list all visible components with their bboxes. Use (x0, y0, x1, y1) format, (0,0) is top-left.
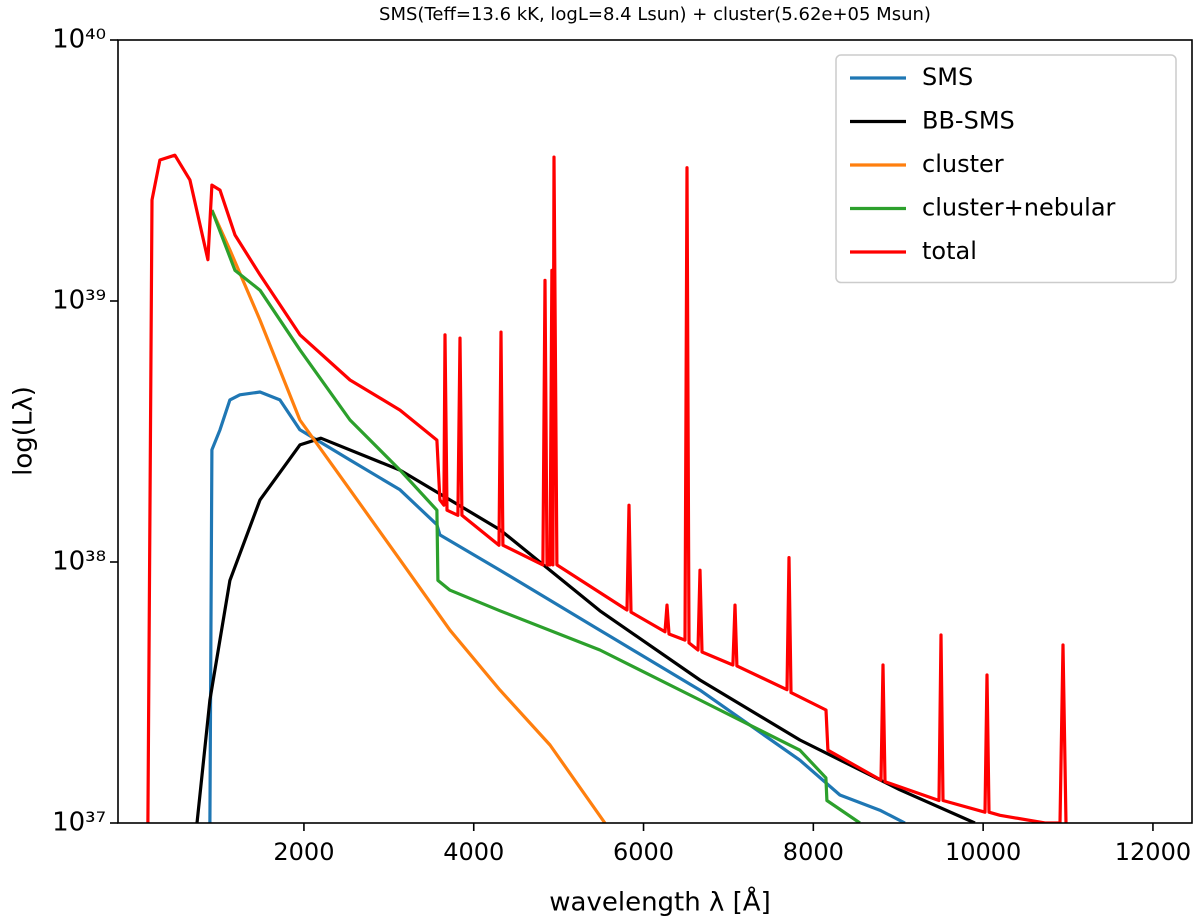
plot-area (146, 153, 1068, 823)
x-axis-label: wavelength λ [Å] (549, 886, 770, 918)
x-tick-label: 10000 (945, 838, 1021, 866)
series-line (208, 390, 906, 823)
series-line (210, 209, 861, 823)
y-axis-label: log(Lλ) (9, 386, 39, 476)
legend-label: cluster (922, 150, 1004, 178)
y-tick-label: 10³⁹ (52, 286, 106, 316)
legend-label: cluster+nebular (922, 194, 1116, 222)
legend-label: SMS (922, 63, 973, 91)
axes-frame (117, 39, 1193, 824)
legend-label: BB-SMS (922, 107, 1015, 135)
chart-title: SMS(Teff=13.6 kK, logL=8.4 Lsun) + clust… (379, 4, 931, 25)
y-tick-label: 10³⁸ (52, 547, 106, 577)
y-tick-label: 10³⁷ (52, 808, 106, 838)
x-tick-label: 6000 (613, 838, 674, 866)
x-tick-label: 4000 (443, 838, 504, 866)
x-tick-label: 8000 (783, 838, 844, 866)
legend-box (835, 54, 1177, 284)
legend: SMS BB-SMS cluster cluster+nebular total (835, 54, 1177, 284)
legend-label: total (922, 237, 977, 265)
x-tick-label: 2000 (273, 838, 334, 866)
series-line (210, 209, 607, 823)
y-tick-label: 10⁴⁰ (52, 25, 106, 55)
series-line (146, 153, 1068, 823)
x-tick-label: 12000 (1115, 838, 1191, 866)
